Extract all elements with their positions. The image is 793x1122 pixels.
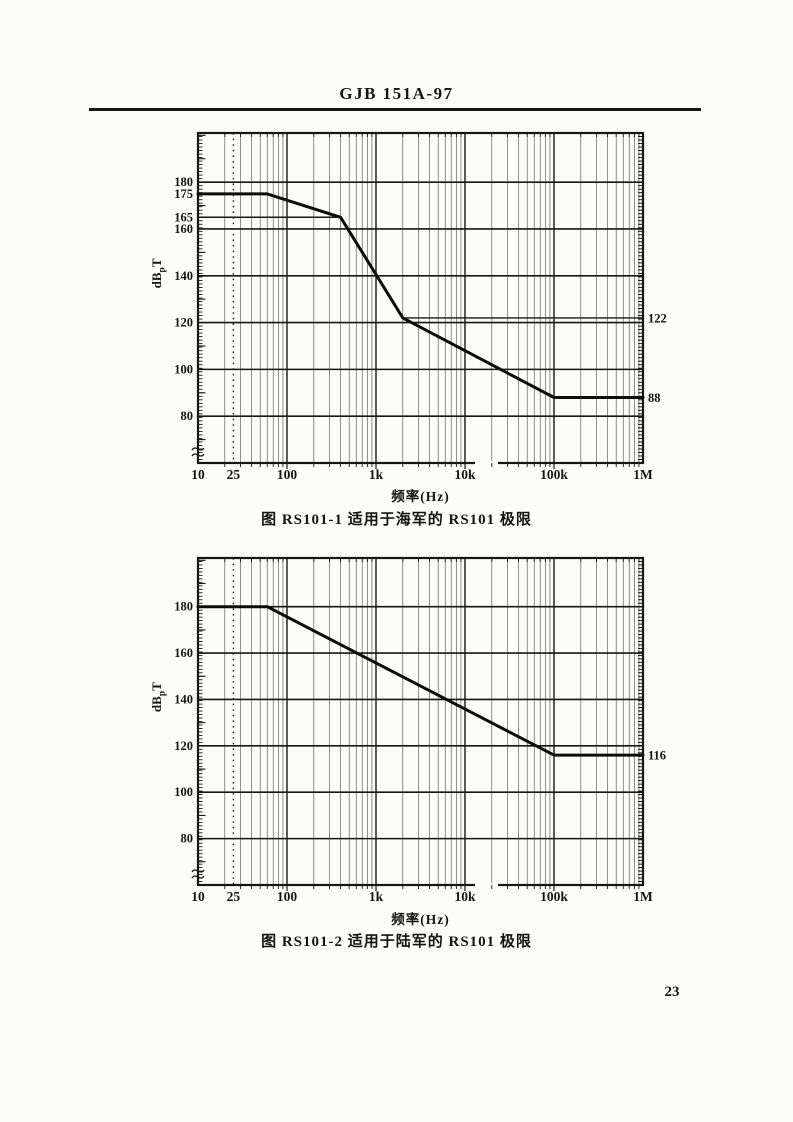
y-tick-label: 180 xyxy=(174,175,193,189)
limit-curve-line xyxy=(196,192,645,399)
y-tick-label: 175 xyxy=(174,187,193,201)
document-header: GJB 151A-97 xyxy=(339,84,454,103)
x-tick-label: 100 xyxy=(277,889,298,903)
limit-curve xyxy=(196,192,645,399)
x-tick-label: 10 xyxy=(191,889,205,903)
reference-lines xyxy=(198,216,643,319)
y-tick-label: 120 xyxy=(174,316,193,330)
figure-caption-2: 图 RS101-2 适用于陆军的 RS101 极限 xyxy=(261,934,532,950)
x-tick-label: 10 xyxy=(191,467,205,482)
y-tick-label: 80 xyxy=(181,832,194,846)
limit-curve-line xyxy=(196,605,645,757)
page-number: 23 xyxy=(664,984,680,1000)
y-tick-label: 80 xyxy=(181,409,194,423)
y-tick-label: 160 xyxy=(174,222,193,236)
y-axis-break-icon xyxy=(191,447,205,451)
y-axis-unit-label: dBpT xyxy=(149,682,168,712)
y-axis-break-icon xyxy=(191,869,205,873)
x-tick-label: 100 xyxy=(277,467,298,482)
x-tick-label: 100k xyxy=(540,889,568,903)
chart-rs101-2: 180 160 140 120 100 80 10 25 100 1k 10k 100k 1M 116 dB… xyxy=(149,556,666,903)
y-tick-label: 160 xyxy=(174,646,193,660)
axes-layer xyxy=(191,556,645,891)
x-tick-label: 1M xyxy=(633,467,653,482)
axis-labels: 180 160 140 120 100 80 10 25 100 1k 10k 100k 1M 116 dB… xyxy=(149,600,666,903)
y-tick-label: 120 xyxy=(174,739,193,753)
x-tick-label: 1k xyxy=(369,889,384,903)
y-tick-label: 140 xyxy=(174,692,193,706)
limit-curve xyxy=(196,605,645,757)
grid-layer xyxy=(198,133,643,463)
y-tick-label: 165 xyxy=(174,210,193,224)
y-tick-label: 100 xyxy=(174,362,193,376)
right-edge-value-label: 122 xyxy=(648,311,667,325)
figure-caption-1: 图 RS101-1 适用于海军的 RS101 极限 xyxy=(261,512,532,528)
y-tick-label: 180 xyxy=(174,600,193,614)
x-tick-label: 25 xyxy=(227,889,241,903)
x-tick-label: 25 xyxy=(227,467,241,482)
y-axis-unit-label: dBpT xyxy=(149,258,168,288)
x-tick-label: 10k xyxy=(454,889,476,903)
axes-layer xyxy=(191,131,645,469)
x-tick-label: 1M xyxy=(633,889,653,903)
x-tick-label: 10k xyxy=(454,467,476,482)
x-axis-title-2: 频率(Hz) xyxy=(391,912,450,927)
y-tick-label: 100 xyxy=(174,785,193,799)
y-tick-label: 140 xyxy=(174,269,193,283)
x-tick-label: 100k xyxy=(540,467,568,482)
x-tick-label: 1k xyxy=(369,467,384,482)
x-axis-title-1: 频率(Hz) xyxy=(391,489,450,504)
right-edge-value-label: 88 xyxy=(648,391,661,405)
right-edge-value-label: 116 xyxy=(648,749,666,763)
header-rule xyxy=(89,108,701,111)
